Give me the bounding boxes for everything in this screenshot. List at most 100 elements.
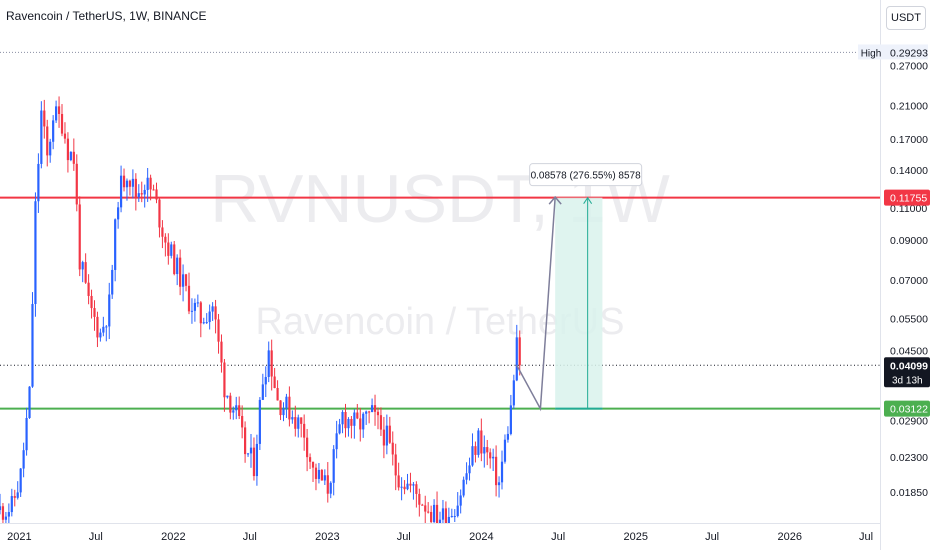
candle-body xyxy=(329,482,332,494)
candle-body xyxy=(246,453,250,455)
candle-body xyxy=(187,285,191,312)
candle-body xyxy=(273,376,276,389)
candle-body xyxy=(238,405,241,416)
candle-body xyxy=(10,496,13,513)
candle-body xyxy=(477,430,480,455)
candle-body xyxy=(155,189,158,200)
time-tick-label: Jul xyxy=(859,531,873,543)
price-tick-label: 0.01850 xyxy=(890,487,928,499)
candle-body xyxy=(217,319,220,342)
time-axis[interactable]: 2021 Jul 2022 Jul 2023 Jul 2024 Jul 2025 Jul 2026 J… xyxy=(7,531,873,543)
candle-body xyxy=(214,306,217,320)
projection-label-box xyxy=(529,163,643,187)
candle-body xyxy=(497,482,501,486)
candle-body xyxy=(60,113,64,134)
candle-body xyxy=(223,362,226,398)
candle-body xyxy=(140,193,143,195)
projection-range[interactable]: 0.08578 (276.55%) 8578 xyxy=(529,163,643,410)
candle-body xyxy=(486,447,489,453)
candle-body xyxy=(34,201,37,305)
candle-body xyxy=(506,433,510,440)
scenario-path xyxy=(516,197,556,412)
candle-body xyxy=(338,424,341,434)
candle-body xyxy=(102,326,105,333)
candle-body xyxy=(40,110,43,164)
candle-body xyxy=(111,269,114,295)
time-tick-label: 2022 xyxy=(161,531,185,543)
candle-body xyxy=(424,505,427,512)
candle-body xyxy=(229,395,232,413)
price-tick-label: 0.14000 xyxy=(890,165,928,177)
horizontal-levels xyxy=(0,51,880,410)
candle-body xyxy=(176,257,179,275)
candle-body xyxy=(4,516,8,520)
candle-body xyxy=(444,508,448,523)
price-tick-label: 0.21000 xyxy=(890,100,928,112)
candle-body xyxy=(435,504,439,523)
candle-body xyxy=(412,484,415,486)
projection-box xyxy=(555,197,603,409)
currency-button[interactable]: USDT xyxy=(886,6,926,30)
bar-countdown-label: 3d 13h xyxy=(892,375,923,386)
candle-body xyxy=(441,508,445,520)
candle-body xyxy=(105,326,108,328)
candle-body xyxy=(63,133,67,139)
candle-body xyxy=(471,446,474,466)
candle-body xyxy=(146,177,149,190)
candle-body xyxy=(235,405,238,411)
high-value-label: 0.29293 xyxy=(890,47,928,59)
candle-body xyxy=(122,175,126,188)
scenario-arrowhead xyxy=(548,195,562,205)
candle-body xyxy=(406,483,409,490)
candle-body xyxy=(306,437,309,458)
candle-body xyxy=(108,294,111,327)
candle-body xyxy=(300,417,303,424)
candle-body xyxy=(385,425,388,446)
candle-body xyxy=(264,377,267,385)
candle-body xyxy=(19,468,22,493)
candle-body xyxy=(270,350,273,377)
candle-body xyxy=(468,465,471,474)
candle-body xyxy=(57,106,61,114)
candle-body xyxy=(22,450,25,469)
candle-body xyxy=(252,447,256,477)
candle-body xyxy=(43,110,46,127)
time-tick-label: 2026 xyxy=(777,531,801,543)
price-axis[interactable]: 0.27000 0.21000 0.17000 0.14000 0.11000 0.090… xyxy=(890,60,928,498)
candle-body xyxy=(456,505,459,517)
candle-body xyxy=(359,418,362,430)
time-tick-label: 2025 xyxy=(624,531,648,543)
candle-body xyxy=(294,417,297,429)
candle-body xyxy=(453,516,456,518)
candle-body xyxy=(332,449,335,483)
price-tick-label: 0.27000 xyxy=(890,60,928,72)
candle-body xyxy=(388,425,391,443)
candle-body xyxy=(149,177,152,190)
candle-body xyxy=(379,415,383,430)
candle-body xyxy=(503,439,507,462)
candle-body xyxy=(432,504,436,522)
candle-body xyxy=(492,456,495,459)
candle-body xyxy=(220,341,223,363)
candle-body xyxy=(373,405,377,412)
candle-body xyxy=(173,244,176,275)
candle-body xyxy=(512,380,515,406)
time-tick-label: Jul xyxy=(243,531,257,543)
support-badge-label: 0.03122 xyxy=(890,404,928,416)
candle-body xyxy=(418,493,421,505)
candle-body xyxy=(365,411,368,414)
candle-body xyxy=(382,429,385,446)
time-tick-label: Jul xyxy=(397,531,411,543)
candle-body xyxy=(128,180,132,187)
candle-body xyxy=(258,399,261,444)
candle-body xyxy=(368,411,371,413)
projection-path[interactable] xyxy=(516,195,562,412)
candle-body xyxy=(462,479,465,496)
candle-body xyxy=(465,473,468,480)
candle-body xyxy=(438,519,442,523)
candle-body xyxy=(125,180,129,188)
candle-body xyxy=(66,138,70,161)
candle-body xyxy=(320,469,323,481)
price-tick-label: 0.17000 xyxy=(890,134,928,146)
